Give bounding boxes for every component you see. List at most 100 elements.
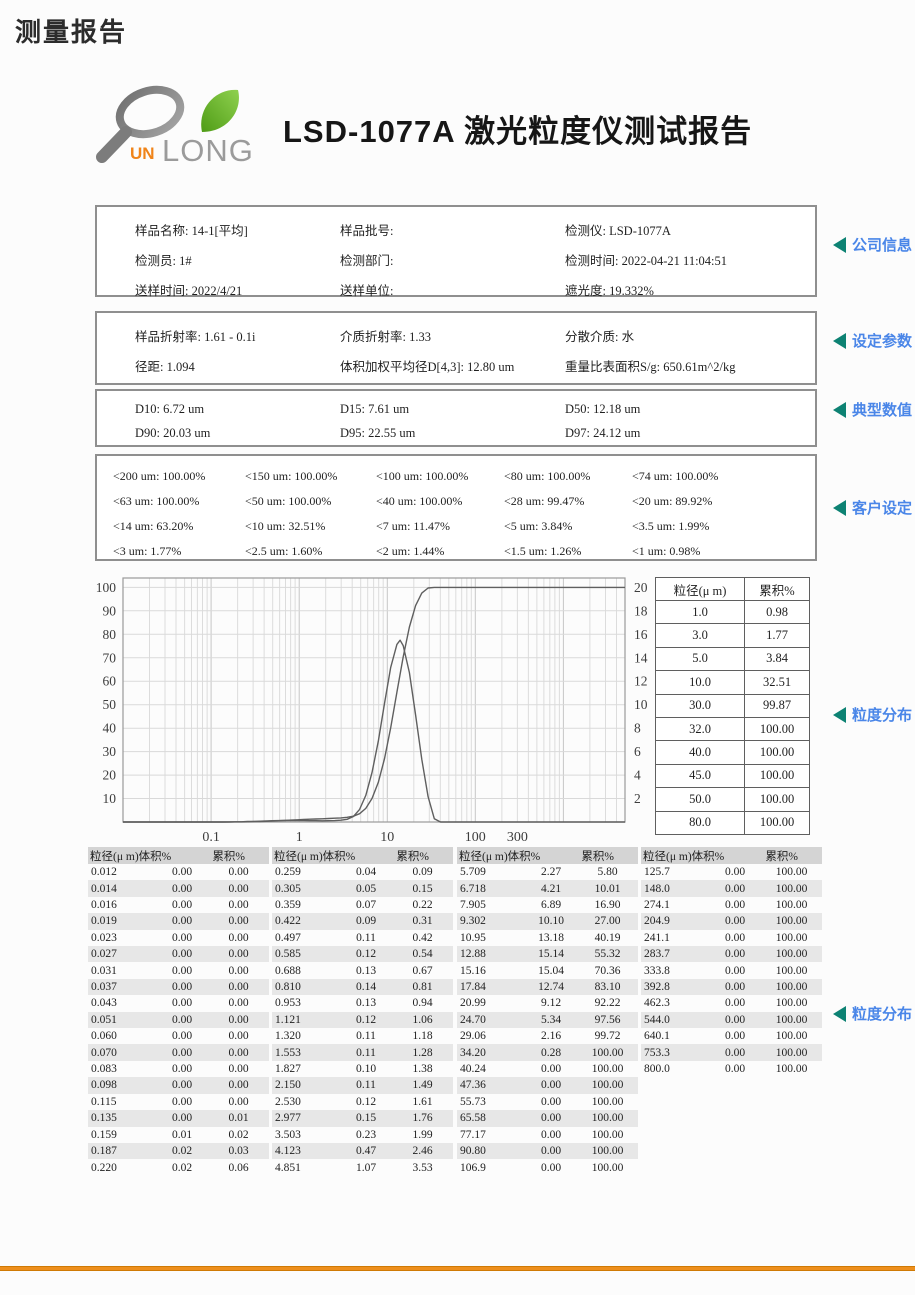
cell: 0.023: [91, 931, 117, 944]
field: 送样单位:: [340, 284, 394, 298]
cell: 0.15: [412, 882, 433, 895]
cell: 100.00: [591, 1145, 624, 1158]
field: <100 um: 100.00%: [376, 469, 469, 483]
cell: 29.06: [460, 1030, 486, 1043]
table-row: 0.810 0.14 0.81: [272, 978, 453, 996]
svg-text:20: 20: [103, 768, 117, 783]
cell: 0.00: [228, 1063, 249, 1076]
cell: 0.00: [228, 1095, 249, 1108]
cell: 0.00: [171, 997, 193, 1010]
distribution-table-header: 粒径(μ m)体积% 累积%: [641, 847, 822, 864]
cell: 0.070: [91, 1046, 117, 1059]
cell: 1.320: [275, 1030, 301, 1043]
cell: 40.24: [460, 1063, 486, 1076]
cell: 0.497: [275, 931, 301, 944]
field: D10: 6.72 um: [135, 402, 205, 416]
cell: 32.51: [744, 670, 810, 695]
cell: 0.00: [171, 1046, 193, 1059]
cell: 0.00: [171, 1030, 193, 1043]
company-info-box: 样品名称: 14-1[平均] 样品批号: 检测仪: LSD-1077A 检测员: 1#…: [95, 205, 817, 298]
cell: 0.00: [171, 981, 193, 994]
cell: 0.00: [540, 1079, 562, 1092]
cell: 0.11: [356, 1046, 376, 1059]
cell: 0.016: [91, 899, 117, 912]
cell: 0.098: [91, 1079, 117, 1092]
cell: 27.00: [594, 915, 621, 928]
cell: 2.27: [540, 866, 562, 879]
svg-text:30: 30: [103, 744, 117, 759]
cell: 0.00: [171, 931, 193, 944]
svg-text:80: 80: [103, 627, 117, 642]
cell: 100.00: [775, 1030, 808, 1043]
svg-text:2: 2: [634, 791, 641, 806]
cell: 9.302: [460, 915, 486, 928]
table-row: 800.0 0.00 100.00: [641, 1061, 822, 1077]
cell: 0.98: [744, 599, 810, 625]
svg-text:40: 40: [103, 721, 117, 736]
cell: 100.00: [775, 931, 808, 944]
table-row: 0.019 0.00 0.00: [88, 913, 269, 930]
table-row: 0.060 0.00 0.00: [88, 1028, 269, 1044]
cell: 0.00: [540, 1112, 562, 1125]
field: <20 um: 89.92%: [632, 494, 713, 508]
cell: 0.00: [724, 964, 746, 977]
arrow-left-icon: [833, 706, 846, 723]
cell: 0.00: [171, 1013, 193, 1026]
header-cumulative: 累积%: [765, 850, 798, 863]
particle-size-distribution-chart: 100 90 80 70 60 50 40 30 20 10 20 18 16 14 12 10 8 6 4 2 0.1…: [95, 570, 650, 848]
cell: 0.12: [355, 1013, 377, 1026]
annotation-parameters: 设定参数: [833, 330, 912, 351]
cell: 100.00: [775, 1013, 808, 1026]
field: D95: 22.55 um: [340, 426, 416, 440]
table-row: 0.497 0.11 0.42: [272, 930, 453, 946]
cell: 0.014: [91, 882, 117, 895]
cell: 0.00: [724, 1030, 746, 1043]
cell: 100.00: [591, 1112, 624, 1125]
table-row: 0.023 0.00 0.00: [88, 930, 269, 946]
cell: 0.31: [412, 915, 433, 928]
cell: 45.0: [655, 763, 745, 789]
cell: 204.9: [644, 915, 670, 928]
cell: 0.09: [355, 915, 377, 928]
field: 检测仪: LSD-1077A: [565, 224, 671, 238]
field: 重量比表面积S/g: 650.61m^2/kg: [565, 360, 736, 374]
cell: 0.22: [412, 899, 433, 912]
distribution-table-group-2: 粒径(μ m)体积% 累积% 0.259 0.04 0.09 0.305 0.05 0.1…: [272, 847, 453, 1176]
cell: 55.32: [594, 948, 621, 961]
table-row: 0.187 0.02 0.03: [88, 1142, 269, 1160]
cell: 0.359: [275, 899, 301, 912]
table-row: 0.688 0.13 0.67: [272, 962, 453, 978]
cell: 100.00: [591, 1095, 624, 1108]
table-row: 0.159 0.01 0.02: [88, 1127, 269, 1143]
cell: 0.00: [171, 899, 193, 912]
field: <14 um: 63.20%: [113, 519, 194, 533]
distribution-table-header: 粒径(μ m)体积% 累积%: [457, 847, 638, 864]
table-row: 4.123 0.47 2.46: [272, 1142, 453, 1160]
cell: 1.553: [275, 1046, 301, 1059]
table-row: 6.718 4.21 10.01: [457, 880, 638, 897]
column-header-diameter: 粒径(μ m): [655, 577, 745, 601]
cell: 0.00: [171, 1112, 193, 1125]
cell: 0.13: [355, 997, 377, 1010]
customer-settings-fields: <200 um: 100.00% <150 um: 100.00% <100 um:…: [97, 456, 815, 559]
cell: 0.12: [355, 1095, 377, 1108]
cell: 0.00: [724, 1013, 746, 1026]
header-diameter-volume: 粒径(μ m)体积%: [643, 850, 725, 863]
cell: 32.0: [655, 716, 745, 742]
cell: 100.00: [591, 1161, 624, 1174]
cell: 15.16: [460, 964, 486, 977]
cell: 6.718: [460, 882, 486, 895]
svg-text:50: 50: [103, 697, 117, 712]
cell: 0.00: [171, 882, 193, 895]
cell: 0.15: [355, 1112, 377, 1125]
table-row: 55.73 0.00 100.00: [457, 1094, 638, 1110]
cell: 13.18: [538, 931, 564, 944]
cell: 0.00: [228, 1013, 249, 1026]
cell: 0.00: [540, 1095, 562, 1108]
field: <74 um: 100.00%: [632, 469, 719, 483]
cell: 3.0: [655, 623, 745, 648]
field: 径距: 1.094: [135, 360, 195, 374]
cell: 0.259: [275, 866, 301, 879]
cell: 9.12: [540, 997, 562, 1010]
cell: 100.00: [591, 1046, 624, 1059]
